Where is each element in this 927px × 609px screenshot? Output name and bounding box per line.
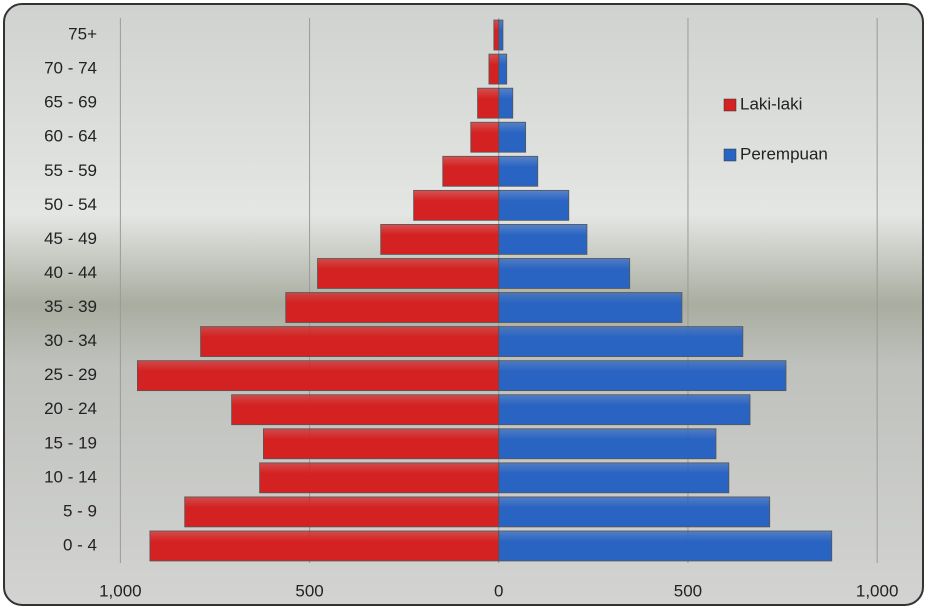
bar: [488, 53, 500, 85]
y-tick-label: 40 - 44: [44, 263, 97, 282]
y-tick-label: 50 - 54: [44, 195, 97, 214]
y-tick-label: 45 - 49: [44, 229, 97, 248]
y-tick-label: 65 - 69: [44, 93, 97, 112]
y-tick-label: 75+: [68, 25, 97, 44]
legend: Laki-laki Perempuan: [723, 94, 828, 163]
bar: [498, 224, 588, 255]
y-tick-label: 35 - 39: [44, 297, 97, 316]
bar: [317, 258, 500, 289]
y-tick-label: 70 - 74: [44, 59, 97, 78]
bar: [285, 292, 500, 323]
x-tick-label: 0: [494, 581, 503, 600]
y-tick-label: 25 - 29: [44, 365, 97, 384]
bar: [442, 155, 500, 187]
legend-swatch: [723, 148, 737, 162]
y-tick-label: 60 - 64: [44, 127, 97, 146]
bar: [413, 189, 500, 221]
y-tick-label: 5 - 9: [63, 501, 97, 520]
bar: [184, 496, 500, 528]
bar: [470, 121, 500, 153]
bar: [498, 360, 787, 392]
y-tick-label: 20 - 24: [44, 399, 97, 418]
bar: [498, 394, 751, 426]
legend-label: Perempuan: [740, 144, 828, 163]
bar: [498, 87, 514, 119]
y-tick-label: 30 - 34: [44, 331, 97, 350]
bar: [493, 19, 500, 51]
x-tick-label: 1,000: [856, 581, 899, 600]
legend-label: Laki-laki: [740, 94, 802, 113]
bar: [259, 462, 500, 494]
bar: [498, 292, 683, 323]
bar: [498, 496, 771, 528]
bar: [498, 326, 744, 357]
x-tick-label: 500: [295, 581, 323, 600]
bar: [498, 258, 631, 289]
x-tick-label: 1,000: [99, 581, 142, 600]
bar: [498, 530, 833, 562]
bar: [380, 224, 500, 255]
legend-swatch: [723, 98, 737, 112]
y-tick-label: 10 - 14: [44, 467, 97, 486]
bar: [200, 326, 500, 357]
bar: [231, 394, 500, 426]
bar: [477, 87, 500, 119]
bar: [498, 428, 717, 460]
bar: [498, 53, 508, 85]
bar: [137, 360, 500, 392]
bar: [498, 121, 527, 153]
y-tick-label: 15 - 19: [44, 433, 97, 452]
bar: [263, 428, 500, 460]
bar: [498, 189, 570, 221]
bar: [498, 19, 504, 51]
bar: [498, 155, 539, 187]
y-tick-label: 0 - 4: [63, 535, 97, 554]
bar: [149, 530, 500, 562]
y-tick-label: 55 - 59: [44, 161, 97, 180]
x-tick-label: 500: [674, 581, 702, 600]
bar: [498, 462, 730, 494]
